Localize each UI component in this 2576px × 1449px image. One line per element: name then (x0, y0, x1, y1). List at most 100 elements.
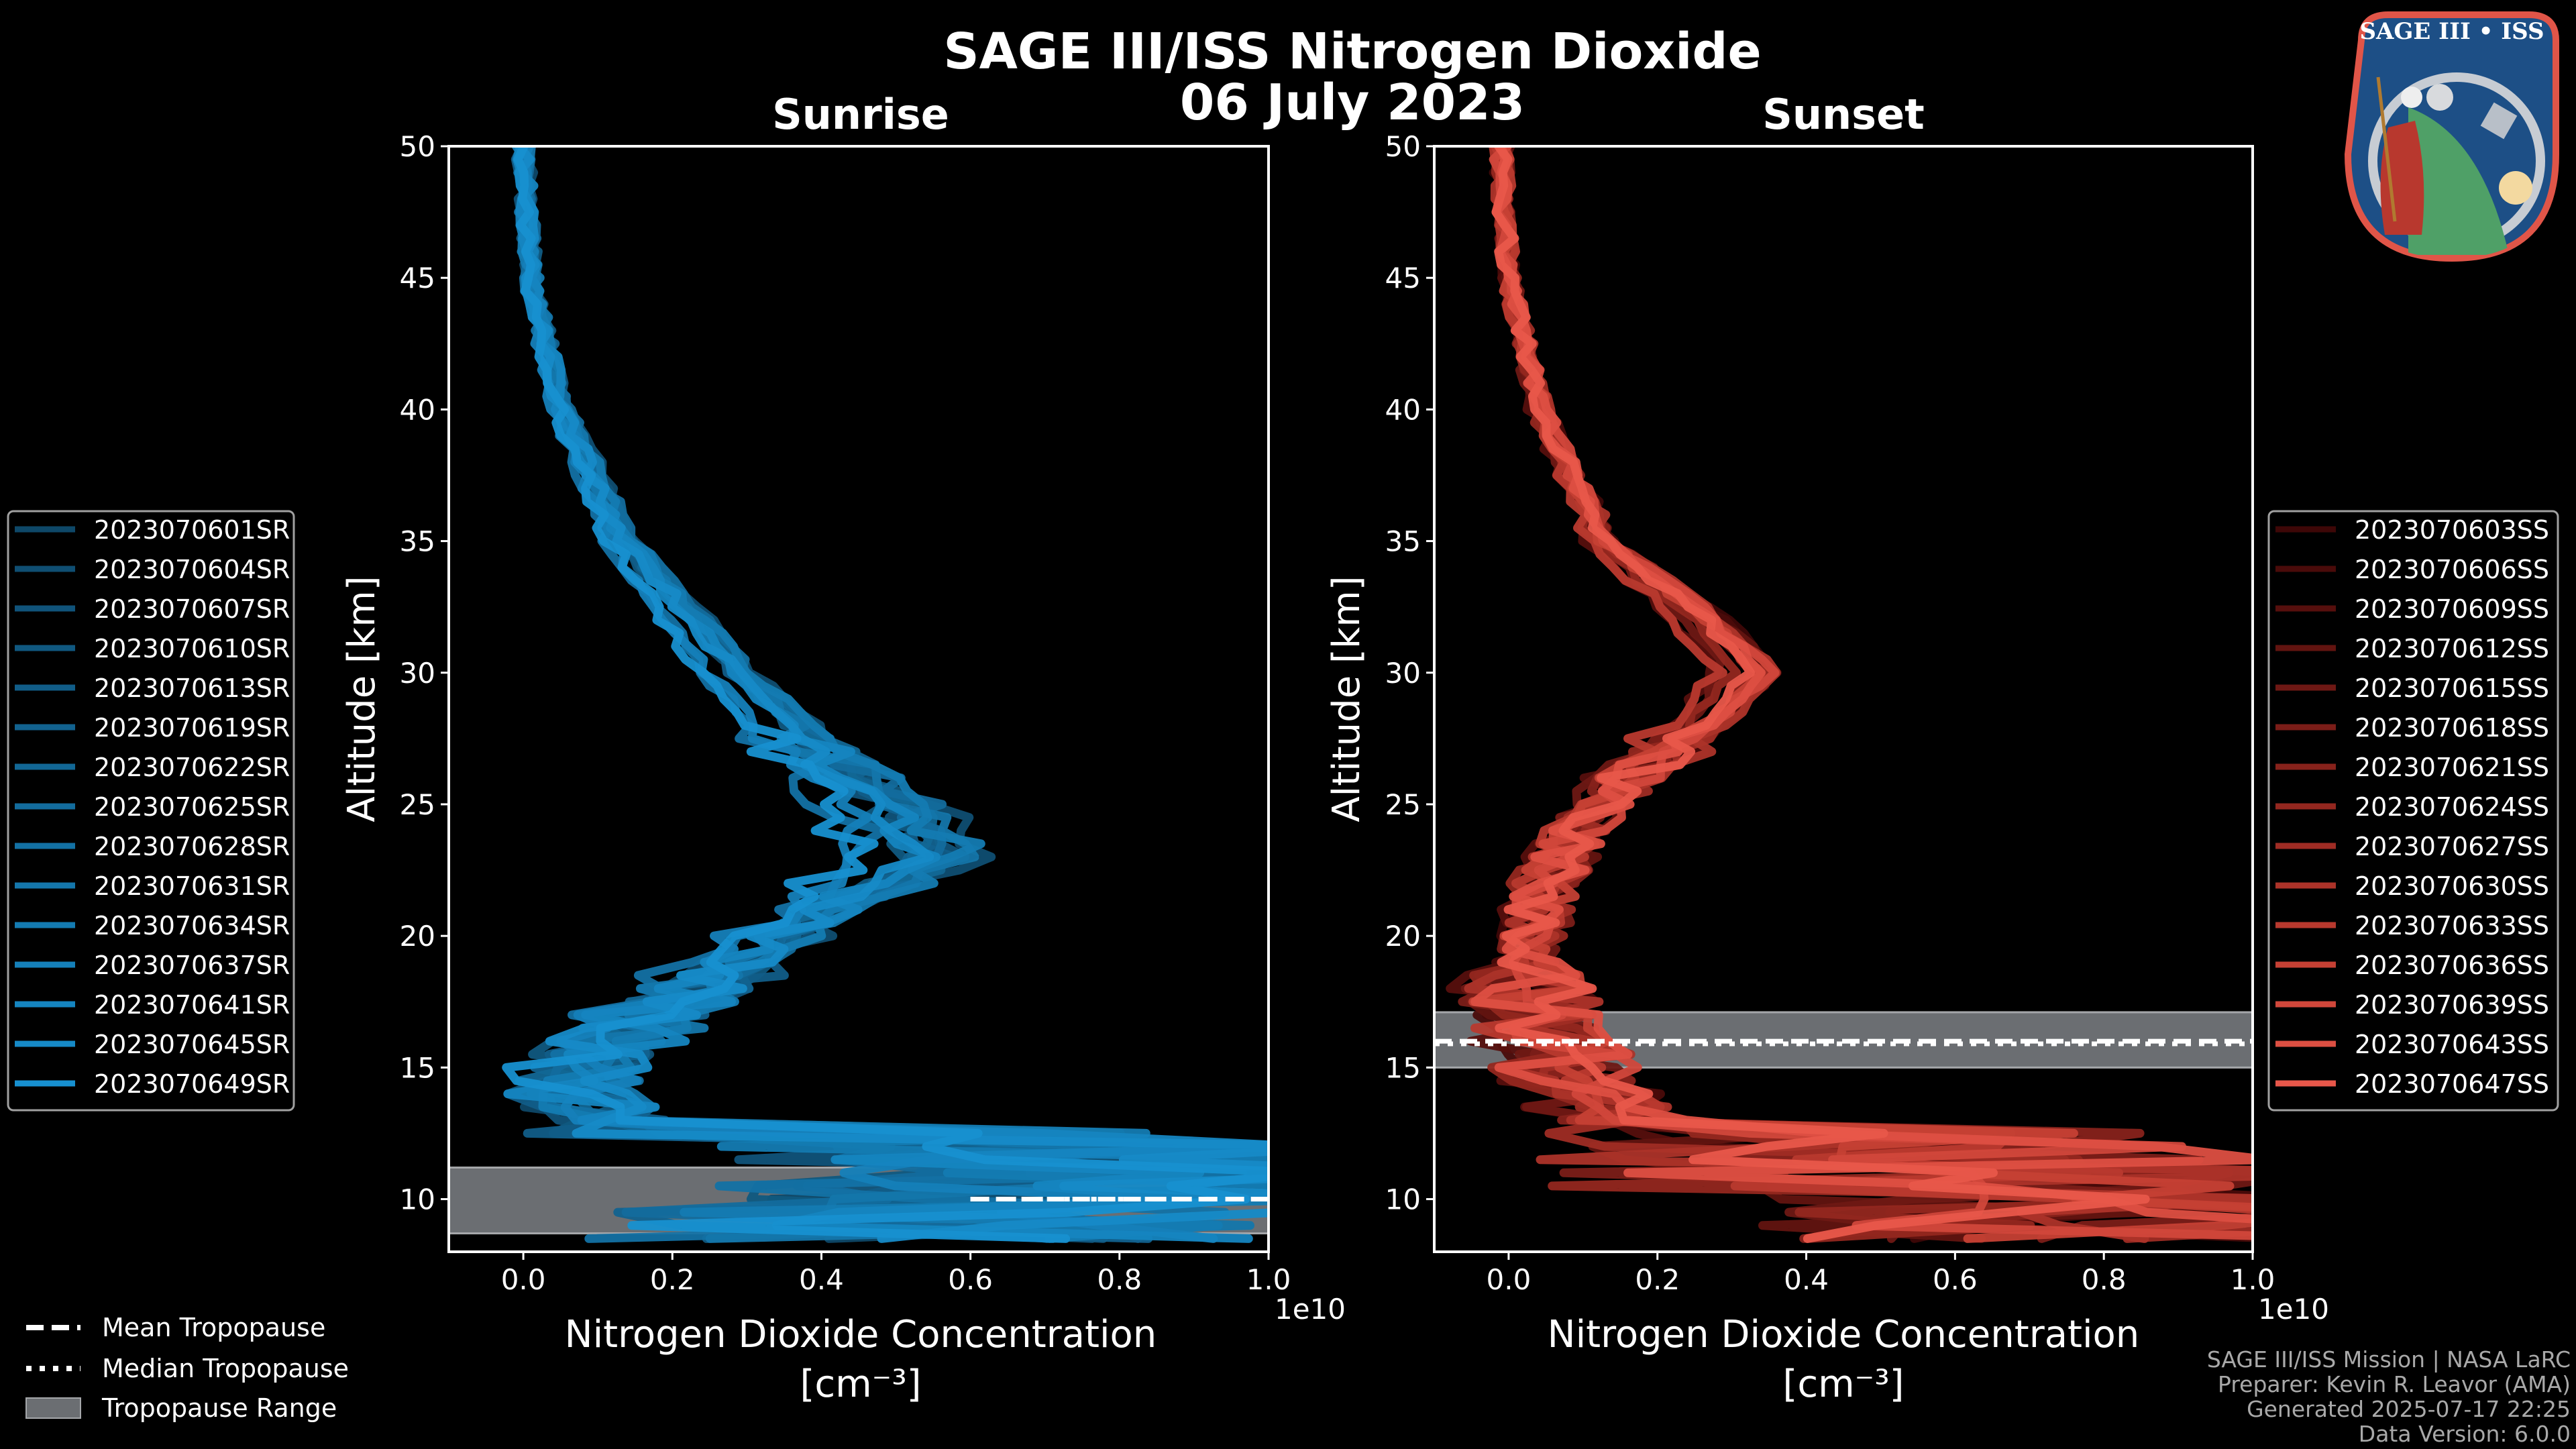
y-tick-label: 30 (1385, 657, 1421, 690)
figure-date: 06 July 2023 (1180, 74, 1525, 131)
logo-text: SAGE III • ISS (2359, 18, 2544, 45)
x-tick-label: 1.0 (1246, 1263, 1291, 1296)
y-tick-label: 15 (400, 1051, 435, 1084)
x-tick-label: 0.0 (501, 1263, 546, 1296)
x-axis-units-sunset: [cm⁻³] (1782, 1362, 1904, 1406)
legend-label: 2023070637SR (94, 951, 290, 980)
y-tick-label: 25 (400, 788, 435, 821)
legend-frame (2267, 510, 2559, 1112)
sunset-plot: 0.0 0.2 0.4 0.6 0.8 1.0 10 15 20 25 30 35 40 45 50 (1385, 130, 2275, 1296)
x-scale-label-sunset: 1e10 (2258, 1293, 2329, 1326)
legend-label: 2023070636SS (2355, 951, 2549, 980)
x-axis-label-sunset: Nitrogen Dioxide Concentration (1548, 1313, 2140, 1356)
profile-line-2023070647SS (1491, 146, 2150, 1243)
y-tick-label: 30 (400, 657, 435, 690)
tropopause-range-label: Tropopause Range (101, 1393, 337, 1423)
axes-frame (1433, 145, 2254, 1253)
sage-iii-iss-mission-logo: SAGE III • ISS (2344, 11, 2559, 262)
legend-label: 2023070607SR (94, 594, 290, 624)
figure-title: SAGE III/ISS Nitrogen Dioxide (943, 23, 1761, 80)
profile-line-2023070634SR (511, 146, 1269, 1243)
median-tropopause-label: Median Tropopause (102, 1354, 349, 1383)
y-tick-label: 40 (400, 393, 435, 426)
legend-label: 2023070627SS (2355, 832, 2549, 861)
legend-label: 2023070641SR (94, 990, 290, 1020)
profile-line-2023070613SR (503, 146, 1269, 1243)
legend-label: 2023070630SS (2355, 871, 2549, 901)
mean-tropopause-label: Mean Tropopause (102, 1313, 325, 1342)
legend-label: 2023070606SS (2355, 555, 2549, 584)
x-tick-label: 0.0 (1487, 1263, 1532, 1296)
footer-generated: Generated 2025-07-17 22:25 (2247, 1396, 2571, 1422)
legend-label: 2023070619SR (94, 713, 290, 743)
legend-label: 2023070645SR (94, 1030, 290, 1059)
legend-label: 2023070631SR (94, 871, 290, 901)
x-axis-label-sunrise: Nitrogen Dioxide Concentration (565, 1313, 1157, 1356)
y-axis-label-sunrise: Altitude [km] (340, 576, 384, 822)
profile-line-2023070649SR (502, 146, 1269, 1243)
x-tick-label: 0.8 (2082, 1263, 2127, 1296)
y-tick-label: 20 (400, 920, 435, 953)
legend-label: 2023070615SS (2355, 674, 2549, 703)
sunrise-legend: 2023070601SR 2023070604SR 2023070607SR 2023… (7, 510, 295, 1112)
y-axis-label-sunset: Altitude [km] (1325, 576, 1368, 822)
y-tick-label: 45 (1385, 262, 1421, 294)
x-tick-label: 0.6 (948, 1263, 993, 1296)
x-axis-units-sunrise: [cm⁻³] (800, 1362, 921, 1406)
legend-label: 2023070625SR (94, 792, 290, 822)
x-tick-label: 0.8 (1097, 1263, 1142, 1296)
x-tick-label: 0.2 (650, 1263, 695, 1296)
legend-label: 2023070628SR (94, 832, 290, 861)
plot-area (449, 146, 1269, 1243)
y-tick-label: 25 (1385, 788, 1421, 821)
y-tick-label: 45 (400, 262, 435, 294)
legend-label: 2023070633SS (2355, 911, 2549, 941)
legend-label: 2023070622SR (94, 753, 290, 782)
profile-line-2023070637SR (515, 146, 1269, 1243)
sunrise-plot: 0.0 0.2 0.4 0.6 0.8 1.0 10 15 20 25 30 35 40 45 50 (400, 130, 1291, 1296)
profile-line-2023070607SR (513, 146, 1269, 1243)
legend-label: 2023070621SS (2355, 753, 2549, 782)
panel-title-sunset: Sunset (1762, 90, 1925, 139)
legend-label: 2023070647SS (2355, 1069, 2549, 1099)
legend-label: 2023070643SS (2355, 1030, 2549, 1059)
legend-label: 2023070624SS (2355, 792, 2549, 822)
profile-line-2023070622SR (514, 146, 1269, 1243)
y-tick-label: 35 (1385, 525, 1421, 558)
legend-label: 2023070601SR (94, 515, 290, 545)
x-tick-label: 0.6 (1933, 1263, 1978, 1296)
y-tick-label: 10 (1385, 1183, 1421, 1216)
legend-label: 2023070609SS (2355, 594, 2549, 624)
legend-label: 2023070604SR (94, 555, 290, 584)
profile-line-2023070631SR (517, 146, 1269, 1243)
footer-preparer: Preparer: Kevin R. Leavor (AMA) (2218, 1371, 2571, 1397)
footer-mission: SAGE III/ISS Mission | NASA LaRC (2207, 1346, 2571, 1373)
tropopause-legend: Mean Tropopause Median Tropopause Tropop… (25, 1313, 349, 1423)
y-tick-label: 50 (1385, 130, 1421, 163)
x-tick-label: 1.0 (2231, 1263, 2275, 1296)
y-tick-label: 10 (400, 1183, 435, 1216)
axes-frame (447, 145, 1270, 1253)
profile-line-2023070645SR (514, 146, 1269, 1243)
profile-line-2023070643SS (1470, 146, 2253, 1224)
footer-version: Data Version: 6.0.0 (2359, 1421, 2571, 1447)
x-tick-label: 0.4 (1784, 1263, 1829, 1296)
x-scale-label-sunrise: 1e10 (1275, 1293, 1346, 1326)
legend-label: 2023070610SR (94, 634, 290, 663)
profile-line-2023070601SR (515, 146, 1269, 1243)
y-tick-label: 50 (400, 130, 435, 163)
plot-area (1434, 146, 2253, 1243)
profile-line-2023070639SS (1489, 146, 2253, 1240)
sunset-legend: 2023070603SS 2023070606SS 2023070609SS 2023… (2267, 510, 2559, 1112)
legend-label: 2023070639SS (2355, 990, 2549, 1020)
legend-label: 2023070649SR (94, 1069, 290, 1099)
y-tick-label: 40 (1385, 393, 1421, 426)
legend-label: 2023070618SS (2355, 713, 2549, 743)
footer-credits: SAGE III/ISS Mission | NASA LaRC Prepare… (2207, 1346, 2571, 1447)
profile-line-2023070604SR (514, 146, 1269, 1243)
legend-label: 2023070612SS (2355, 634, 2549, 663)
legend-label: 2023070634SR (94, 911, 290, 941)
y-tick-label: 15 (1385, 1051, 1421, 1084)
x-tick-label: 0.2 (1635, 1263, 1680, 1296)
